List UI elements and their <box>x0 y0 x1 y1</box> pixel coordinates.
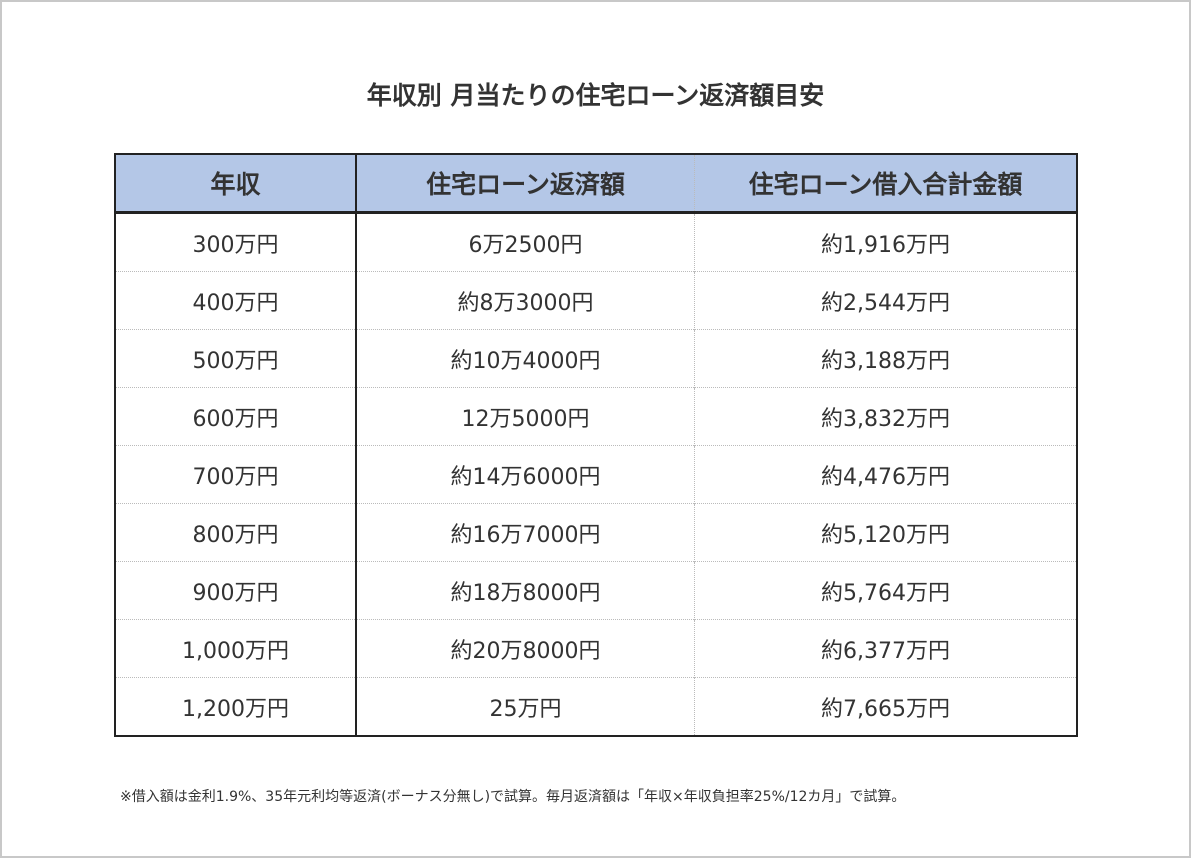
table-cell: 約6,377万円 <box>694 619 1077 678</box>
table-cell: 約14万6000円 <box>356 445 695 504</box>
table-row: 800万円 約16万7000円 約5,120万円 <box>115 503 1077 562</box>
table-cell: 900万円 <box>115 561 357 620</box>
header-cell: 住宅ローン返済額 <box>356 154 695 214</box>
footnote: ※借入額は金利1.9%、35年元利均等返済(ボーナス分無し)で試算。毎月返済額は… <box>120 789 906 805</box>
table-cell: 約20万8000円 <box>356 619 695 678</box>
table-body: 300万円 6万2500円 約1,916万円 400万円 約8万3000円 約2,544万… <box>115 212 1077 736</box>
table-cell: 400万円 <box>115 271 357 330</box>
table-cell: 約1,916万円 <box>694 212 1077 272</box>
table-row: 400万円 約8万3000円 約2,544万円 <box>115 271 1077 330</box>
table-cell: 600万円 <box>115 387 357 446</box>
table: 年収 住宅ローン返済額 住宅ローン借入合計金額 300万円 6万2500円 約1,916… <box>114 153 1078 737</box>
table-cell: 約2,544万円 <box>694 271 1077 330</box>
table-row: 300万円 6万2500円 約1,916万円 <box>115 212 1077 272</box>
table-cell: 500万円 <box>115 329 357 388</box>
table-header: 年収 住宅ローン返済額 住宅ローン借入合計金額 <box>115 154 1077 214</box>
table-cell: 約5,120万円 <box>694 503 1077 562</box>
table-cell: 12万5000円 <box>356 387 695 446</box>
table-cell: 約16万7000円 <box>356 503 695 562</box>
title: 年収別 月当たりの住宅ローン返済額目安 <box>366 81 825 110</box>
table-cell: 約5,764万円 <box>694 561 1077 620</box>
table-cell: 約7,665万円 <box>694 677 1077 736</box>
header-cell: 年収 <box>115 154 357 214</box>
table-cell: 約10万4000円 <box>356 329 695 388</box>
table-cell: 約3,188万円 <box>694 329 1077 388</box>
table-cell: 約4,476万円 <box>694 445 1077 504</box>
table-cell: 300万円 <box>115 212 357 272</box>
table-cell: 700万円 <box>115 445 357 504</box>
table-row: 1,000万円 約20万8000円 約6,377万円 <box>115 619 1077 678</box>
table-row: 600万円 12万5000円 約3,832万円 <box>115 387 1077 446</box>
table-row: 500万円 約10万4000円 約3,188万円 <box>115 329 1077 388</box>
table-row: 700万円 約14万6000円 約4,476万円 <box>115 445 1077 504</box>
table-cell: 1,200万円 <box>115 677 357 736</box>
table-cell: 約3,832万円 <box>694 387 1077 446</box>
header-cell: 住宅ローン借入合計金額 <box>694 154 1077 214</box>
table-row: 1,200万円 25万円 約7,665万円 <box>115 677 1077 736</box>
table-cell: 800万円 <box>115 503 357 562</box>
table-cell: 1,000万円 <box>115 619 357 678</box>
table-cell: 約18万8000円 <box>356 561 695 620</box>
header-row: 年収 住宅ローン返済額 住宅ローン借入合計金額 <box>115 154 1077 214</box>
table-row: 900万円 約18万8000円 約5,764万円 <box>115 561 1077 620</box>
table-cell: 6万2500円 <box>356 212 695 272</box>
table-cell: 約8万3000円 <box>356 271 695 330</box>
table-cell: 25万円 <box>356 677 695 736</box>
